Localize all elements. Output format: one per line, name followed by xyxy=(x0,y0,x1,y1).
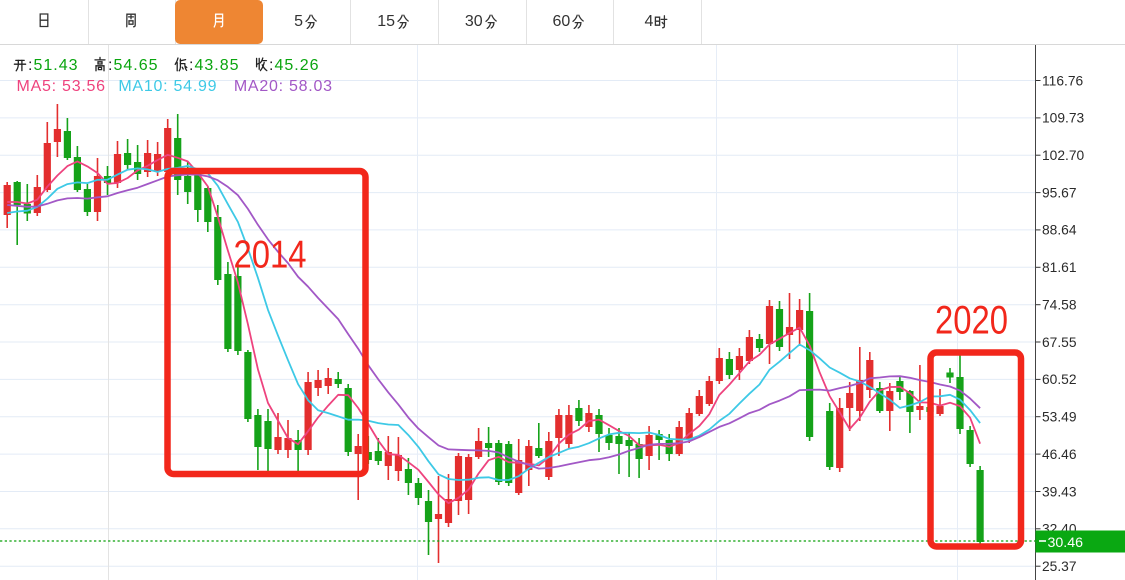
svg-text:67.55: 67.55 xyxy=(1042,335,1077,350)
svg-text:25.37: 25.37 xyxy=(1042,559,1077,574)
svg-text:109.73: 109.73 xyxy=(1042,111,1085,126)
svg-text:116.76: 116.76 xyxy=(1042,73,1084,88)
svg-text:46.46: 46.46 xyxy=(1042,447,1077,462)
svg-text:60.52: 60.52 xyxy=(1042,372,1077,387)
svg-text:2020: 2020 xyxy=(935,299,1008,343)
svg-text:74.58: 74.58 xyxy=(1042,298,1077,313)
svg-text:53.49: 53.49 xyxy=(1042,410,1077,425)
svg-text:30.46: 30.46 xyxy=(1048,535,1084,551)
svg-text:102.70: 102.70 xyxy=(1042,148,1085,163)
svg-text:95.67: 95.67 xyxy=(1042,185,1077,200)
svg-text:2014: 2014 xyxy=(234,234,307,277)
svg-text:88.64: 88.64 xyxy=(1042,223,1077,238)
svg-text:39.43: 39.43 xyxy=(1042,484,1077,499)
svg-text:81.61: 81.61 xyxy=(1042,260,1077,275)
